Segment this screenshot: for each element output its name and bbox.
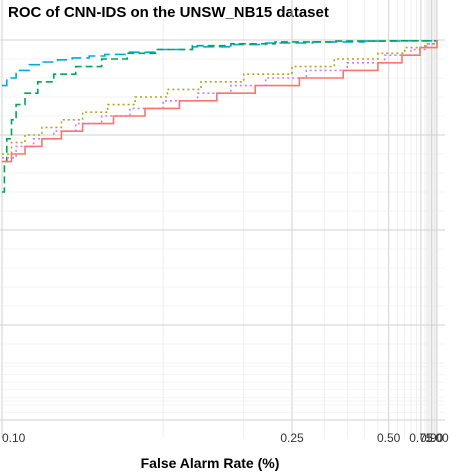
- x-tick-label: 0.75: [409, 431, 433, 445]
- chart-title: ROC of CNN-IDS on the UNSW_NB15 dataset: [8, 4, 329, 21]
- series-lines: [2, 40, 438, 193]
- roc-curve-5: [2, 40, 438, 163]
- roc-curve-3: [2, 40, 438, 155]
- x-axis-label: False Alarm Rate (%): [141, 455, 280, 471]
- x-tick-label: 0.10: [2, 431, 26, 445]
- x-tick-label: 0.50: [377, 431, 401, 445]
- x-tick-label: 1.00: [425, 431, 449, 445]
- x-tick-label: 0.90: [420, 431, 444, 445]
- x-tick-label: 0.25: [280, 431, 304, 445]
- x-tick-labels: 0.10 0.25 0.50 0.750.901.00: [2, 431, 449, 445]
- grid: [0, 0, 445, 438]
- roc-curve-2: [2, 40, 438, 193]
- roc-curve-1: [2, 40, 438, 87]
- roc-curve-4: [2, 40, 438, 159]
